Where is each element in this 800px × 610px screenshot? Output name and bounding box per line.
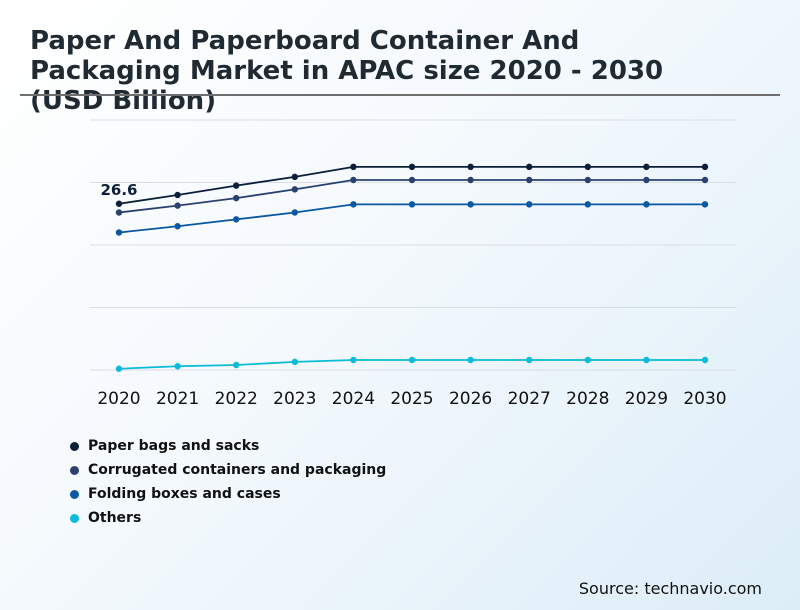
- data-point: [233, 182, 240, 189]
- data-point: [701, 163, 709, 171]
- data-point: [701, 176, 709, 184]
- series-3: [115, 356, 709, 372]
- data-point: [526, 176, 533, 184]
- data-point: [701, 201, 709, 208]
- data-point: [174, 223, 181, 230]
- data-point: [174, 363, 181, 370]
- data-point: [291, 173, 298, 181]
- data-point: [174, 191, 181, 199]
- legend-label: Corrugated containers and packaging: [88, 462, 387, 478]
- series-2: [115, 201, 709, 236]
- chart-title: Paper And Paperboard Container And Packa…: [30, 26, 664, 116]
- data-point: [643, 176, 650, 184]
- legend: Paper bags and sacks Corrugated container…: [70, 434, 386, 530]
- series-0: [115, 163, 709, 207]
- data-point: [584, 163, 591, 171]
- legend-marker: [70, 465, 79, 475]
- series-lines: [115, 163, 709, 372]
- data-point: [408, 176, 416, 184]
- legend-marker: [70, 441, 79, 451]
- data-point: [643, 163, 650, 171]
- data-point: [174, 202, 181, 209]
- data-point: [408, 356, 416, 364]
- data-point: [233, 361, 240, 369]
- x-tick-label: 2021: [156, 389, 199, 409]
- x-tick-label: 2029: [625, 389, 668, 409]
- x-tick-label: 2023: [273, 389, 316, 409]
- data-point: [291, 209, 298, 216]
- legend-marker: [70, 489, 79, 499]
- x-tick-label: 2027: [508, 389, 551, 409]
- legend-item: Paper bags and sacks: [70, 434, 386, 458]
- data-point: [643, 356, 650, 364]
- data-point: [115, 209, 123, 216]
- series-line: [118, 165, 705, 205]
- data-point: [584, 356, 591, 364]
- data-point: [701, 356, 709, 364]
- data-point: [467, 176, 474, 184]
- data-point: [526, 163, 533, 171]
- x-tick-label: 2024: [332, 389, 375, 409]
- data-point: [350, 176, 357, 184]
- data-label: 26.6: [100, 181, 137, 199]
- data-point: [115, 365, 123, 372]
- legend-item: Others: [70, 506, 386, 530]
- legend-label: Paper bags and sacks: [88, 438, 260, 454]
- legend-label: Others: [88, 510, 142, 526]
- data-point: [526, 201, 533, 208]
- grid-lines: [90, 119, 736, 371]
- data-point: [526, 356, 533, 364]
- annotations: 26.6: [100, 181, 137, 199]
- x-tick-label: 2028: [566, 389, 609, 409]
- data-point: [233, 194, 240, 202]
- data-point: [643, 201, 650, 208]
- data-point: [115, 200, 123, 207]
- data-point: [408, 163, 416, 171]
- data-point: [584, 176, 591, 184]
- x-tick-label: 2022: [215, 389, 258, 409]
- data-point: [291, 358, 298, 366]
- data-point: [291, 186, 298, 193]
- data-point: [350, 201, 357, 208]
- legend-item: Folding boxes and cases: [70, 482, 386, 506]
- data-point: [350, 163, 357, 171]
- title-divider: [20, 94, 780, 96]
- legend-marker: [70, 513, 79, 523]
- data-point: [233, 216, 240, 223]
- x-tick-label: 2025: [390, 389, 433, 409]
- legend-item: Corrugated containers and packaging: [70, 458, 386, 482]
- series-1: [115, 176, 709, 216]
- data-point: [115, 229, 123, 236]
- data-point: [467, 356, 474, 364]
- x-tick-label: 2030: [683, 389, 726, 409]
- data-point: [467, 163, 474, 171]
- x-tick-label: 2020: [97, 389, 140, 409]
- legend-label: Folding boxes and cases: [88, 486, 281, 502]
- line-chart: 26.6 2020 2021 2022 2023 2024 2025 2026 2027 202…: [90, 119, 736, 409]
- series-line: [118, 179, 705, 214]
- data-point: [584, 201, 591, 208]
- x-tick-label: 2026: [449, 389, 492, 409]
- source-note: Source: technavio.com: [578, 579, 762, 598]
- series-line: [118, 203, 705, 234]
- data-point: [350, 356, 357, 364]
- data-point: [408, 201, 416, 208]
- x-axis-labels: 2020 2021 2022 2023 2024 2025 2026 2027 2028 2029…: [97, 389, 726, 409]
- data-point: [467, 201, 474, 208]
